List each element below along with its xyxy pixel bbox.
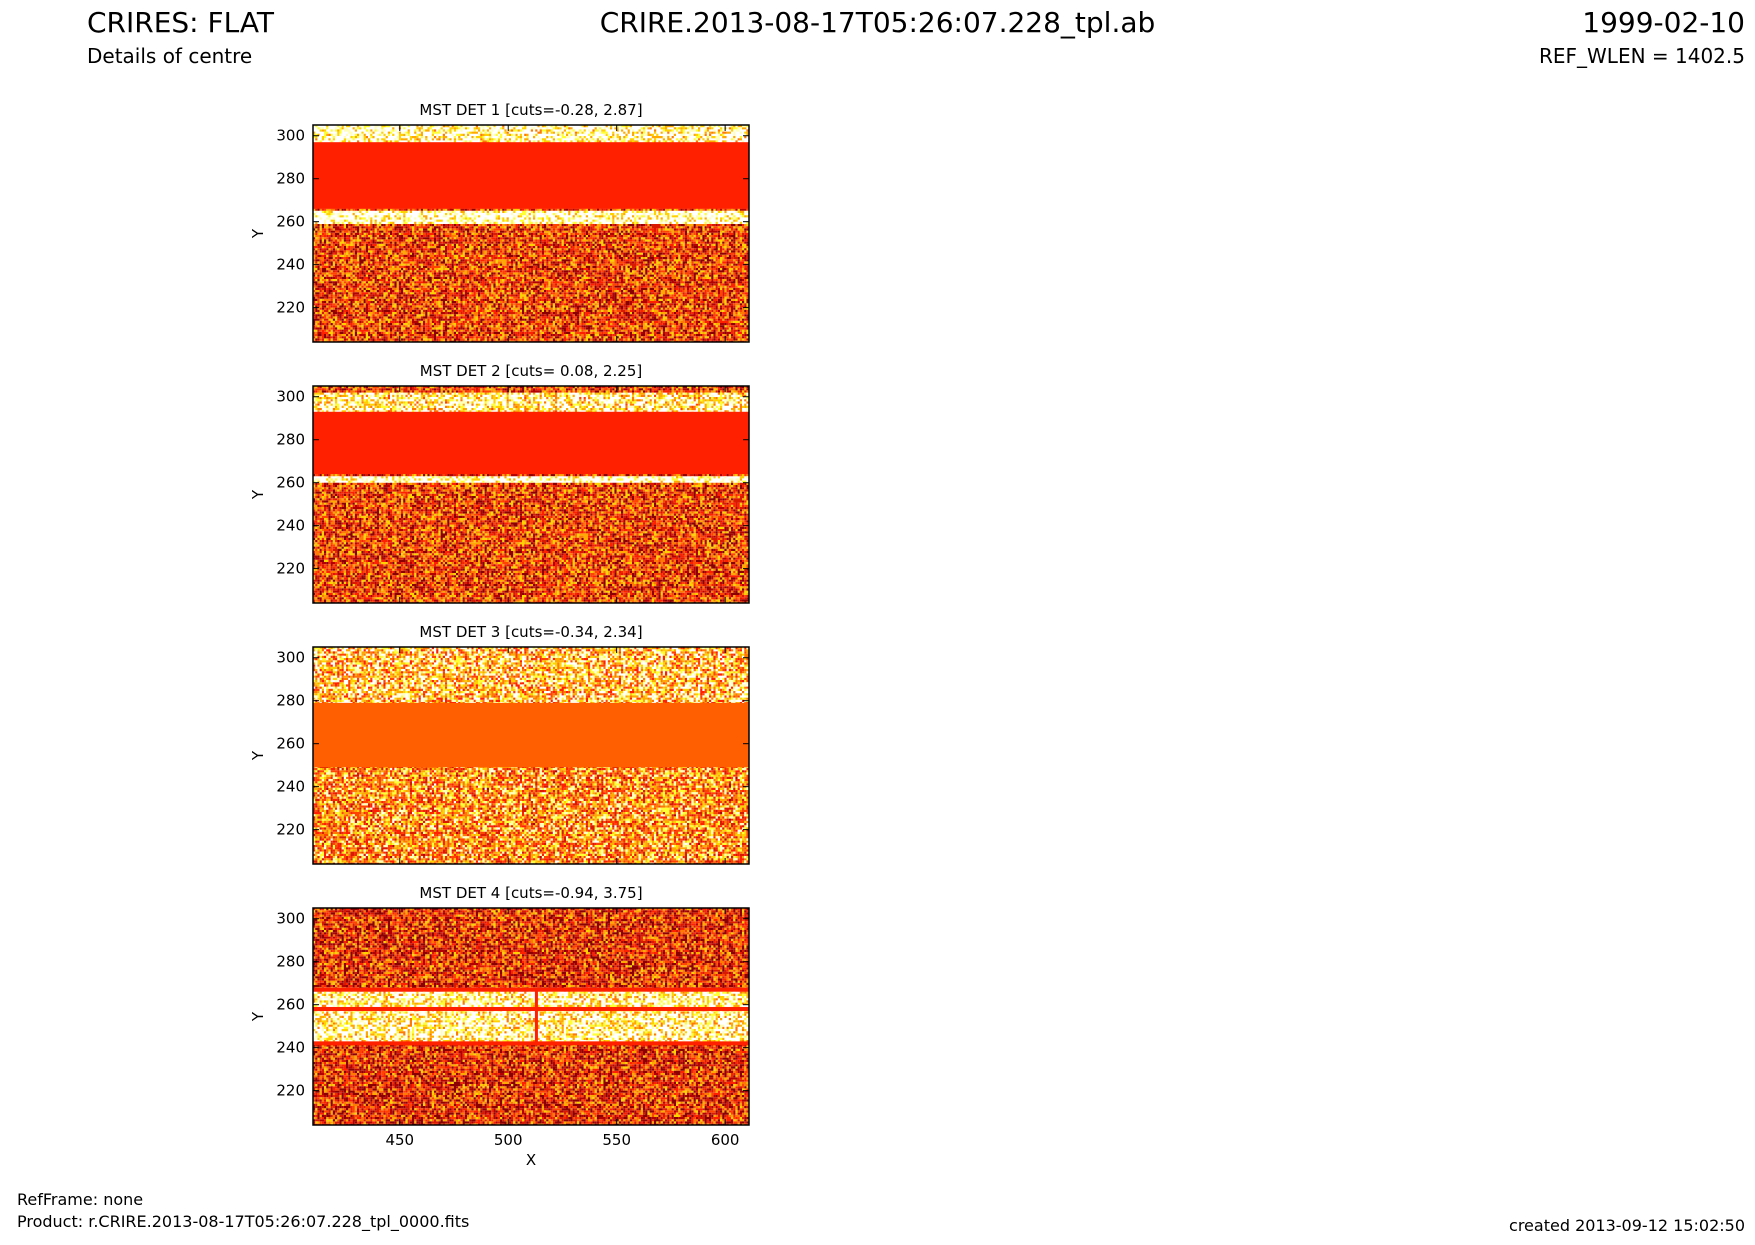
- panel-title: MST DET 1 [cuts=-0.28, 2.87]: [419, 101, 642, 119]
- footer-refframe: RefFrame: none: [17, 1190, 143, 1209]
- y-tick-label: 260: [276, 474, 305, 492]
- bright-band: [313, 412, 749, 474]
- y-tick-label: 280: [276, 170, 305, 188]
- y-tick-label: 300: [276, 127, 305, 145]
- panel-title: MST DET 3 [cuts=-0.34, 2.34]: [419, 623, 642, 641]
- y-tick-label: 260: [276, 735, 305, 753]
- x-tick-label: 600: [711, 1131, 740, 1149]
- heatmap-pixels: [313, 908, 751, 1126]
- y-tick-label: 300: [276, 388, 305, 406]
- footer-created: created 2013-09-12 15:02:50: [1509, 1216, 1745, 1235]
- y-tick-label: 280: [276, 431, 305, 449]
- y-tick-label: 240: [276, 517, 305, 535]
- y-tick-label: 240: [276, 778, 305, 796]
- panel-title: MST DET 4 [cuts=-0.94, 3.75]: [419, 884, 642, 902]
- x-tick-label: 450: [385, 1131, 414, 1149]
- bright-band: [313, 703, 749, 767]
- panel-2: MST DET 2 [cuts= 0.08, 2.25] 220 240 260 280…: [249, 362, 751, 604]
- horizontal-line: [313, 988, 749, 992]
- y-axis-label: Y: [249, 750, 267, 761]
- y-tick-label: 220: [276, 821, 305, 839]
- y-tick-label: 260: [276, 213, 305, 231]
- heatmap-pixels: [313, 386, 751, 604]
- x-axis-label: X: [526, 1151, 536, 1169]
- horizontal-line: [313, 1007, 749, 1011]
- y-axis-label: Y: [249, 1011, 267, 1022]
- panel-3: MST DET 3 [cuts=-0.34, 2.34] 220 240 260 280…: [249, 623, 751, 865]
- y-tick-label: 220: [276, 299, 305, 317]
- panel-title: MST DET 2 [cuts= 0.08, 2.25]: [420, 362, 643, 380]
- y-tick-label: 260: [276, 996, 305, 1014]
- x-tick-label: 500: [494, 1131, 523, 1149]
- panel-1: MST DET 1 [cuts=-0.28, 2.87] 220 240 260 280…: [249, 101, 751, 343]
- y-tick-label: 280: [276, 692, 305, 710]
- y-tick-label: 220: [276, 1082, 305, 1100]
- y-tick-label: 280: [276, 953, 305, 971]
- y-tick-label: 300: [276, 649, 305, 667]
- y-axis-label: Y: [249, 228, 267, 239]
- x-tick-label: 550: [602, 1131, 631, 1149]
- y-axis-label: Y: [249, 489, 267, 500]
- y-tick-label: 300: [276, 910, 305, 928]
- y-tick-label: 240: [276, 256, 305, 274]
- y-tick-label: 220: [276, 560, 305, 578]
- heatmap-pixels: [313, 647, 751, 865]
- vertical-line: [535, 990, 538, 1044]
- panel-4: MST DET 4 [cuts=-0.94, 3.75] 220 240 260 280…: [249, 884, 751, 1169]
- footer-product: Product: r.CRIRE.2013-08-17T05:26:07.228…: [17, 1212, 469, 1231]
- y-tick-label: 240: [276, 1039, 305, 1057]
- heatmap-pixels: [313, 125, 751, 343]
- horizontal-line: [313, 1041, 749, 1045]
- bright-band: [313, 142, 749, 209]
